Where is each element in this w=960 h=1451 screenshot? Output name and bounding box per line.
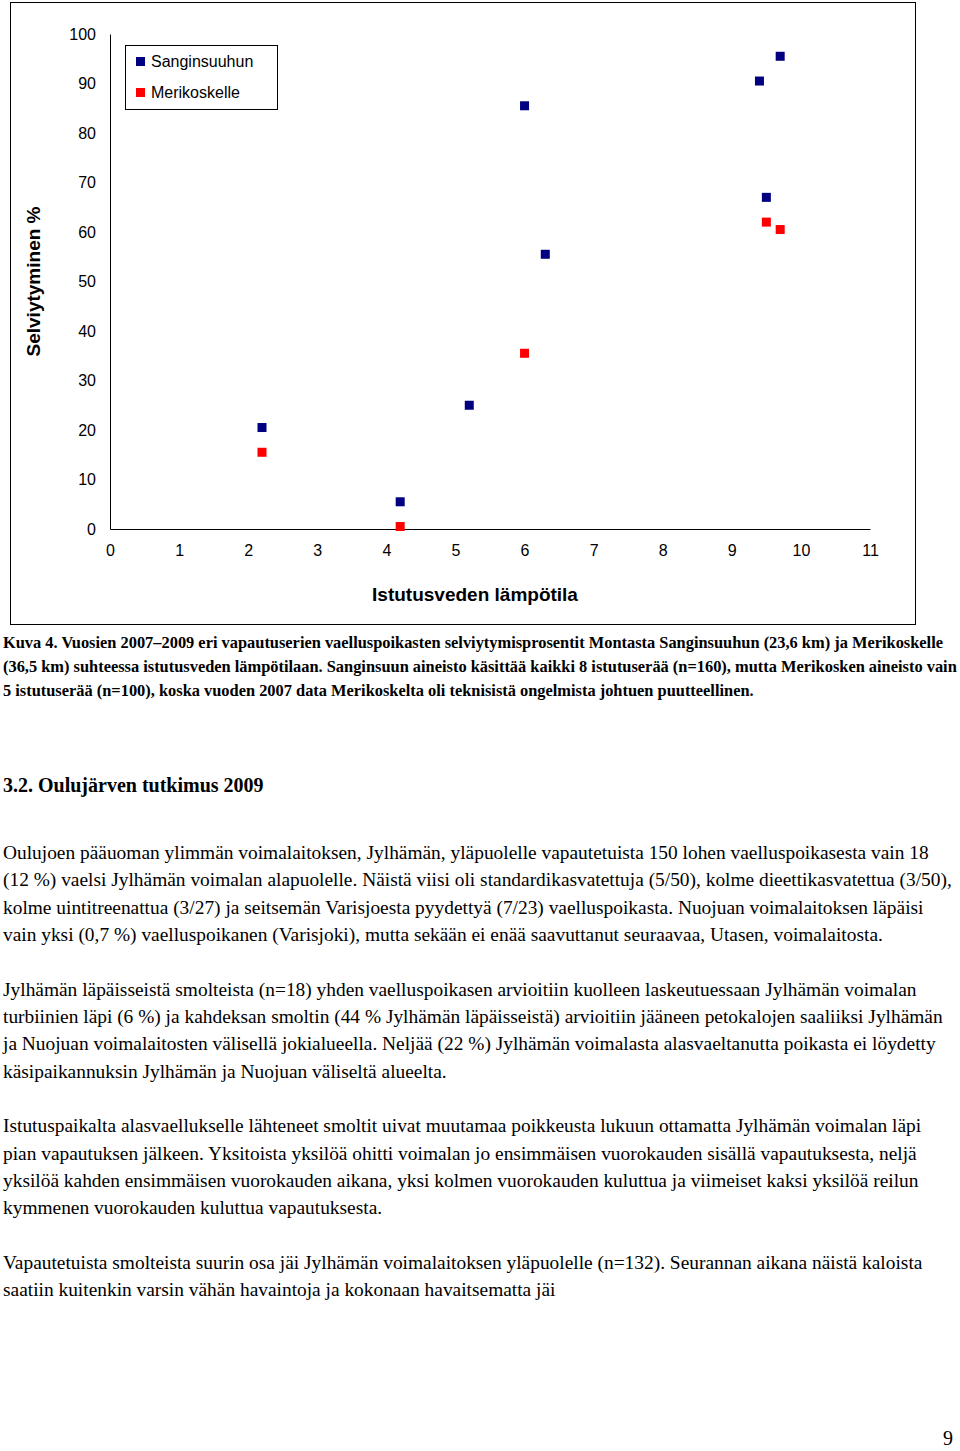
x-tick-label: 3	[313, 542, 322, 559]
page-number: 9	[943, 1427, 953, 1450]
x-axis-line	[111, 529, 871, 530]
y-tick: 40	[78, 323, 110, 340]
y-tick: 100	[69, 26, 110, 43]
legend-box	[126, 46, 278, 110]
x-tick: 0	[106, 529, 115, 559]
x-tick: 3	[313, 529, 322, 559]
y-tick-label: 0	[87, 521, 96, 538]
point	[520, 101, 529, 110]
point	[465, 401, 474, 410]
paragraph: Oulujoen pääuoman ylimmän voimalaitoksen…	[3, 839, 959, 949]
x-tick: 2	[244, 529, 253, 559]
marks	[258, 52, 785, 531]
y-tick: 70	[78, 174, 110, 191]
legend: Sanginsuuhun Merikoskelle	[126, 46, 278, 110]
section-heading: 3.2. Oulujärven tutkimus 2009	[3, 774, 958, 797]
point	[755, 77, 764, 86]
y-tick-label: 70	[78, 174, 96, 191]
x-axis: 0 1 2 3 4 5 6 7 8 9 10 11	[106, 529, 879, 559]
y-tick: 30	[78, 372, 110, 389]
legend-label: Sanginsuuhun	[151, 53, 253, 70]
y-tick-label: 20	[78, 422, 96, 439]
paragraph: Istutuspaikalta alasvaellukselle lähtene…	[3, 1112, 959, 1222]
x-tick: 11	[862, 529, 879, 559]
y-axis: 0 10 20 30 40 50 60 70 80 90 100	[69, 26, 110, 538]
y-tick: 0	[87, 521, 110, 538]
paragraph: Jylhämän läpäisseistä smolteista (n=18) …	[3, 976, 959, 1086]
series-0	[258, 52, 785, 507]
x-tick: 1	[175, 529, 184, 559]
point	[776, 52, 785, 61]
legend-label: Merikoskelle	[151, 84, 240, 101]
y-tick: 60	[78, 224, 110, 241]
legend-entry: Merikoskelle	[136, 84, 240, 101]
x-tick: 8	[659, 529, 668, 559]
point	[762, 218, 771, 227]
x-tick: 6	[521, 529, 530, 559]
y-tick: 80	[78, 125, 110, 142]
point	[396, 497, 405, 506]
paragraph: Vapautetuista smolteista suurin osa jäi …	[3, 1249, 959, 1304]
point	[541, 250, 550, 259]
y-tick-label: 10	[78, 471, 96, 488]
x-tick: 5	[452, 529, 461, 559]
x-tick-label: 0	[106, 542, 115, 559]
legend-swatch	[136, 88, 145, 97]
x-tick: 7	[590, 529, 599, 559]
y-tick-label: 100	[69, 26, 96, 43]
x-tick-label: 4	[382, 542, 391, 559]
chart-frame	[11, 3, 916, 625]
x-tick-label: 10	[793, 542, 811, 559]
x-tick-label: 7	[590, 542, 599, 559]
point	[762, 193, 771, 202]
x-tick-label: 2	[244, 542, 253, 559]
y-tick-label: 40	[78, 323, 96, 340]
point	[520, 349, 529, 358]
x-tick-label: 6	[521, 542, 530, 559]
x-tick-label: 5	[452, 542, 461, 559]
y-tick-label: 90	[78, 75, 96, 92]
y-tick-label: 30	[78, 372, 96, 389]
point	[258, 423, 267, 432]
legend-entry: Sanginsuuhun	[136, 53, 253, 70]
point	[776, 225, 785, 234]
y-tick-label: 60	[78, 224, 96, 241]
y-tick: 20	[78, 422, 110, 439]
legend-swatch	[136, 57, 145, 66]
y-axis-title: Selviytyminen %	[23, 206, 44, 356]
body-text: Oulujoen pääuoman ylimmän voimalaitoksen…	[3, 839, 959, 1331]
chart: 0 10 20 30 40 50 60 70 80 90 100 0 1 2 3 4 5 6 7 8 9 10 11 Istu…	[0, 0, 960, 630]
y-tick: 90	[78, 75, 110, 92]
y-tick: 50	[78, 273, 110, 290]
y-tick-label: 80	[78, 125, 96, 142]
x-tick-label: 1	[175, 542, 184, 559]
point	[396, 522, 405, 531]
x-tick: 9	[728, 529, 737, 559]
point	[258, 448, 267, 457]
y-tick-label: 50	[78, 273, 96, 290]
series-1	[258, 218, 785, 531]
caption: Kuva 4. Vuosien 2007–2009 eri vapautuser…	[3, 631, 958, 703]
y-axis-line	[110, 35, 111, 530]
x-tick-label: 11	[862, 542, 879, 559]
x-tick-label: 9	[728, 542, 737, 559]
x-tick-label: 8	[659, 542, 668, 559]
y-tick: 10	[78, 471, 110, 488]
x-tick: 4	[382, 529, 391, 559]
x-axis-title: Istutusveden lämpötila	[372, 584, 578, 605]
x-tick: 10	[793, 529, 811, 559]
